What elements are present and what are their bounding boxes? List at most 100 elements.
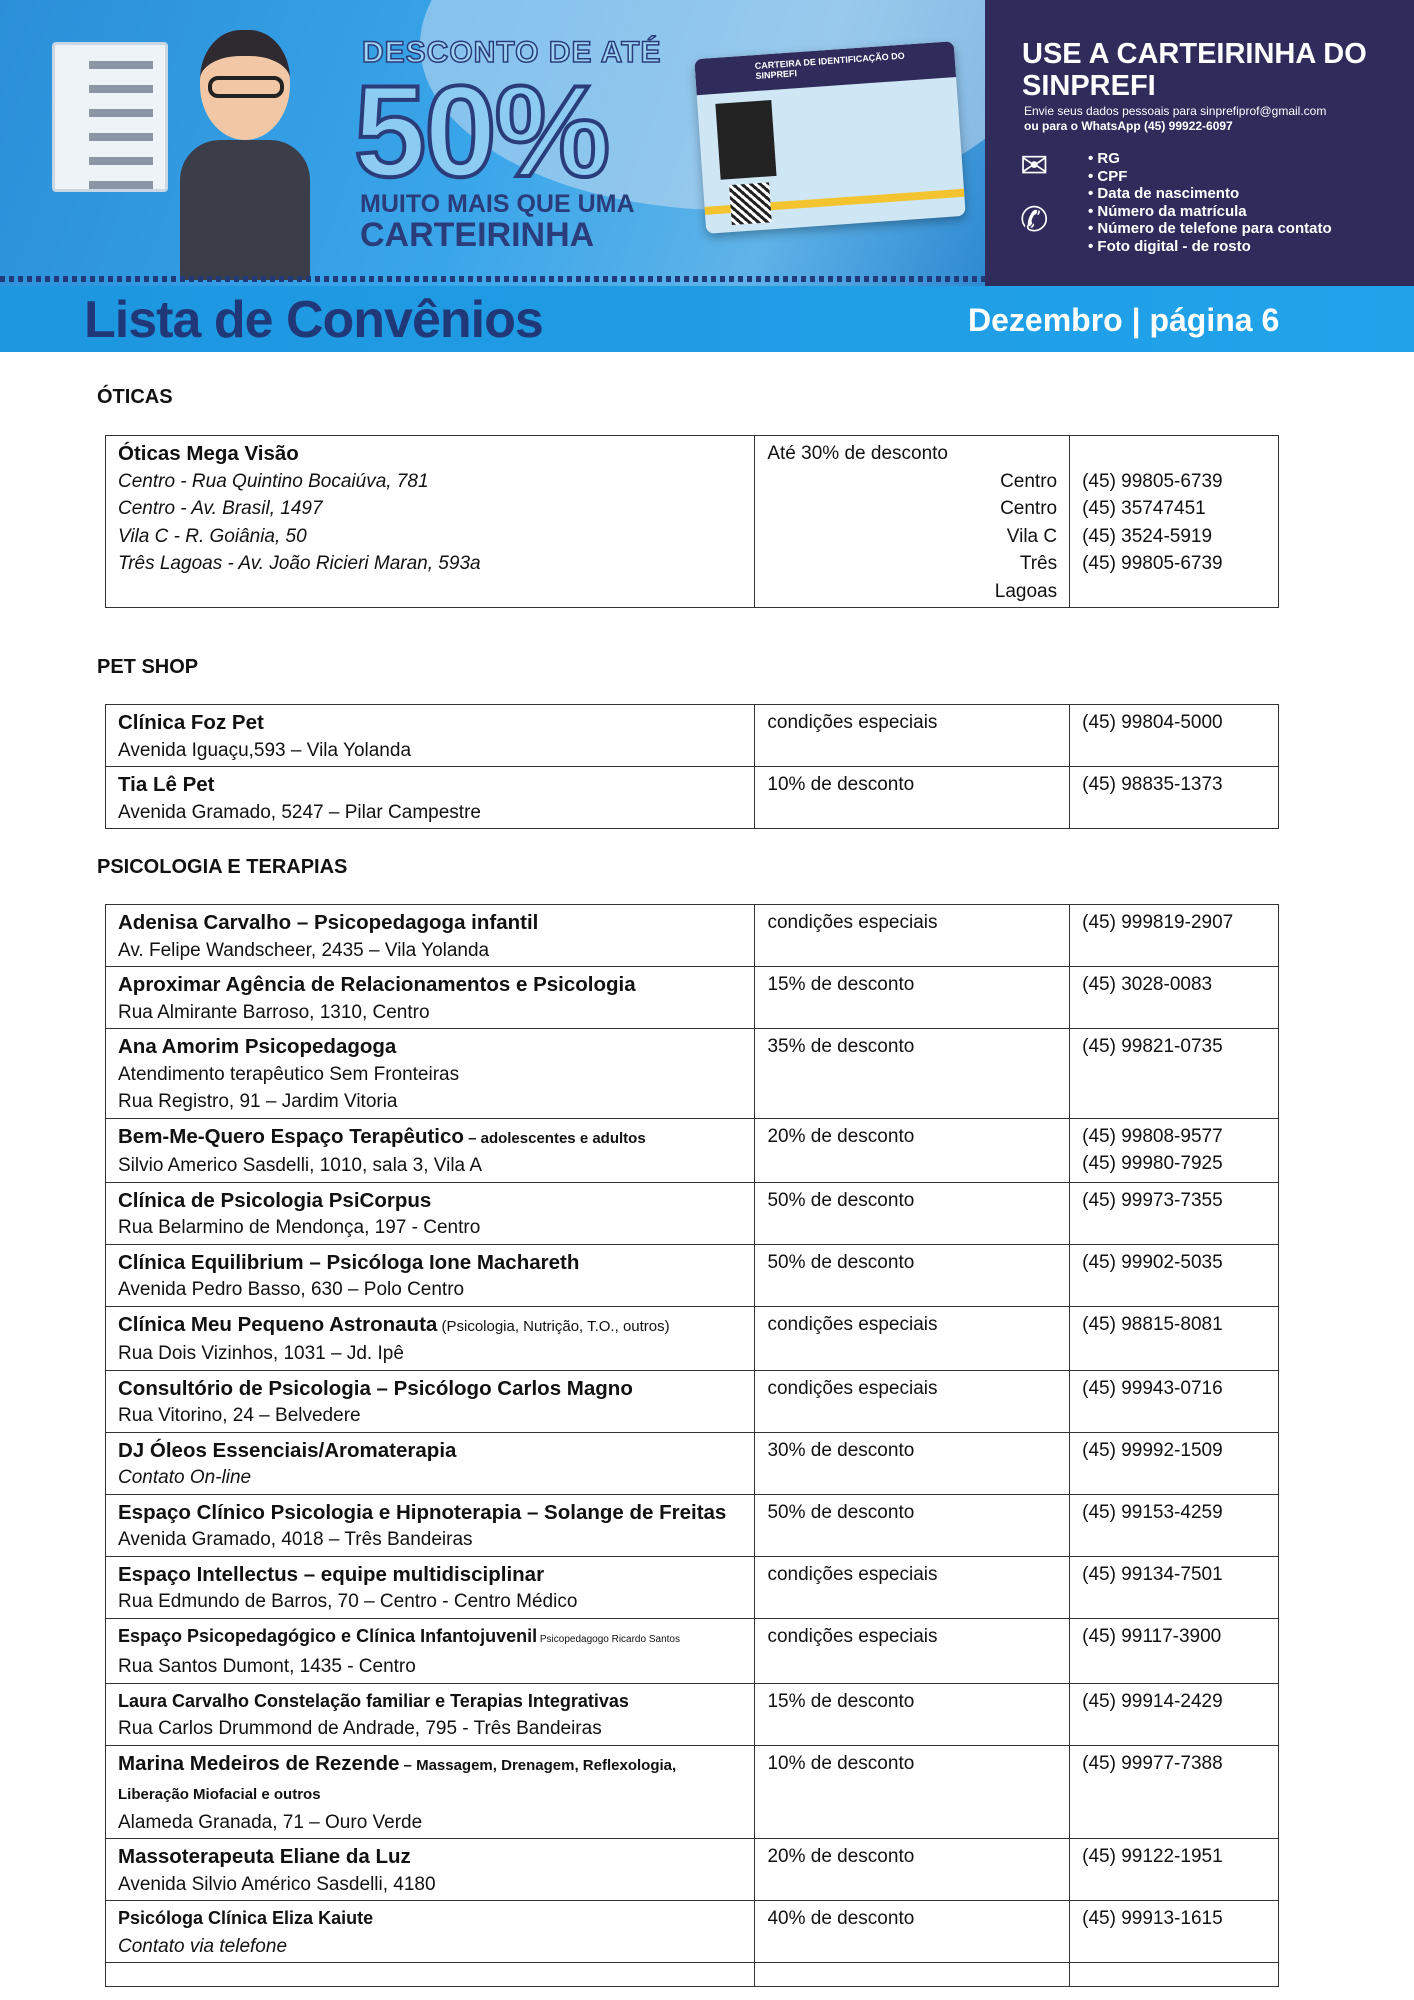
discount: 10% de desconto <box>767 1752 915 1774</box>
discount: condições especiais <box>767 1377 938 1399</box>
discount: 10% de desconto <box>767 774 915 795</box>
discount-headline: DESCONTO DE ATÉ <box>361 35 662 70</box>
discount-value: 50% <box>352 56 612 206</box>
table-row: Espaço Intellectus – equipe multidiscipl… <box>104 1555 1279 1619</box>
address: Rua Registro, 91 – Jardim Vitoria <box>118 1091 398 1112</box>
table-row: Óticas Mega Visão Centro - Rua Quintino … <box>104 435 1279 608</box>
discount: condições especiais <box>767 1563 938 1585</box>
discount: 15% de desconto <box>767 974 915 995</box>
business-name: Psicóloga Clínica Eliza Kaiute <box>118 1908 374 1928</box>
qr-code-icon <box>729 182 772 226</box>
business-name: Adenisa Carvalho – Psicopedagoga infanti… <box>118 911 539 934</box>
location: Centro <box>1000 498 1058 519</box>
business-name: Clínica de Psicologia PsiCorpus <box>118 1188 432 1212</box>
empty-row <box>104 1962 1279 1987</box>
business-name: Espaço Clínico Psicologia e Hipnoterapia… <box>118 1500 727 1524</box>
business-name: Espaço Psicopedagógico e Clínica Infanto… <box>118 1625 680 1646</box>
phone: (45) 99821-0735 <box>1082 1036 1223 1057</box>
address: Centro - Av. Brasil, 1497 <box>118 498 323 519</box>
table-row: Espaço Clínico Psicologia e Hipnoterapia… <box>104 1493 1279 1557</box>
phone: (45) 3524-5919 <box>1082 525 1213 547</box>
business-name: Aproximar Agência de Relacionamentos e P… <box>118 973 636 996</box>
header-banner: DESCONTO DE ATÉ 50% MUITO MAIS QUE UMA C… <box>0 0 1414 352</box>
address: Atendimento terapêutico Sem Fronteiras <box>118 1063 460 1085</box>
discount: 15% de desconto <box>767 1690 915 1712</box>
address: Centro - Rua Quintino Bocaiúva, 781 <box>118 470 429 492</box>
phone: (45) 99902-5035 <box>1082 1251 1223 1273</box>
business-name: Espaço Intellectus – equipe multidiscipl… <box>118 1562 545 1586</box>
location: Três <box>1019 553 1058 574</box>
petshop-table: Clínica Foz Pet Avenida Iguaçu,593 – Vila… <box>104 704 1279 829</box>
location: Lagoas <box>994 580 1058 602</box>
discount: 30% de desconto <box>767 1439 915 1461</box>
table-row: Clínica Foz Pet Avenida Iguaçu,593 – Vila… <box>104 704 1279 767</box>
table-row: DJ Óleos Essenciais/Aromaterapia Contato … <box>104 1431 1279 1495</box>
address: Rua Edmundo de Barros, 70 – Centro - Cen… <box>118 1591 578 1612</box>
address: Rua Santos Dumont, 1435 - Centro <box>118 1656 416 1677</box>
contact-note: Contato On-line <box>118 1467 252 1488</box>
address: Rua Carlos Drummond de Andrade, 795 - Tr… <box>118 1718 602 1739</box>
business-name: Clínica Foz Pet <box>118 711 264 734</box>
phone: (45) 99117-3900 <box>1082 1625 1222 1647</box>
requirements-list: • RG • CPF • Data de nascimento • Número da… <box>1088 150 1332 255</box>
table-row: Bem-Me-Quero Espaço Terapêutico – adoles… <box>104 1117 1279 1183</box>
note: Psicopedagogo Ricardo Santos <box>537 1633 680 1645</box>
business-name: Bem-Me-Quero Espaço Terapêutico – adoles… <box>118 1124 646 1148</box>
address: Silvio Americo Sasdelli, 1010, sala 3, V… <box>118 1155 483 1176</box>
section-heading-oticas: ÓTICAS <box>97 386 173 408</box>
phone: (45) 999819-2907 <box>1082 912 1234 933</box>
requirement-item: • CPF <box>1088 167 1128 185</box>
table-row: Marina Medeiros de Rezende – Massagem, D… <box>104 1744 1279 1839</box>
address: Avenida Gramado, 5247 – Pilar Campestre <box>118 801 481 823</box>
location: Centro <box>1000 470 1058 492</box>
contact-info: Envie seus dados pessoais para sinprefip… <box>1024 104 1327 133</box>
requirement-item: • RG <box>1088 150 1120 167</box>
discount: 35% de desconto <box>767 1036 915 1057</box>
psicologia-table: Adenisa Carvalho – Psicopedagoga infanti… <box>104 904 1279 1987</box>
table-row: Clínica de Psicologia PsiCorpus Rua Belar… <box>104 1181 1279 1245</box>
table-row: Psicóloga Clínica Eliza Kaiute Contato vi… <box>104 1900 1279 1963</box>
phone: (45) 99914-2429 <box>1082 1690 1223 1712</box>
phone: (45) 99977-7388 <box>1082 1752 1223 1774</box>
business-name: Laura Carvalho Constelação familiar e Te… <box>118 1690 629 1711</box>
discount: condições especiais <box>767 912 938 933</box>
business-name: Marina Medeiros de Rezende – Massagem, D… <box>118 1751 677 1804</box>
address: Av. Felipe Wandscheer, 2435 – Vila Yolan… <box>118 939 490 961</box>
requirement-item: • Número de telefone para contato <box>1088 220 1332 237</box>
tagline-carteirinha: CARTEIRINHA <box>360 216 595 254</box>
table-row: Massoterapeuta Eliane da Luz Avenida Silv… <box>104 1838 1279 1901</box>
banner-right-panel <box>985 0 1414 288</box>
phone: (45) 99980-7925 <box>1082 1153 1223 1174</box>
discount: 50% de desconto <box>767 1501 915 1523</box>
phone: (45) 99134-7501 <box>1082 1563 1223 1585</box>
requirement-item: • Foto digital - de rosto <box>1088 237 1251 255</box>
phone: (45) 99122-1951 <box>1082 1846 1223 1867</box>
phone: (45) 99973-7355 <box>1082 1189 1223 1211</box>
discount: condições especiais <box>767 1625 938 1647</box>
carteirinha-title: USE A CARTEIRINHA DO SINPREFI <box>1022 38 1367 102</box>
business-name: Clínica Equilibrium – Psicóloga Ione Mac… <box>118 1250 580 1274</box>
business-name: Tia Lê Pet <box>118 773 215 796</box>
table-row: Espaço Psicopedagógico e Clínica Infanto… <box>104 1617 1279 1684</box>
discount: 20% de desconto <box>767 1125 915 1147</box>
page-title: Lista de Convênios <box>84 291 544 349</box>
business-name: Óticas Mega Visão <box>118 442 299 465</box>
address: Vila C - R. Goiânia, 50 <box>118 525 307 547</box>
tagline: MUITO MAIS QUE UMA <box>360 190 635 218</box>
page-label: Dezembro | página 6 <box>968 302 1280 338</box>
phone: (45) 99804-5000 <box>1082 712 1223 733</box>
section-heading-psicologia: PSICOLOGIA E TERAPIAS <box>97 856 348 878</box>
phone: (45) 99992-1509 <box>1082 1439 1223 1461</box>
character-illustration <box>180 20 310 280</box>
table-row: Laura Carvalho Constelação familiar e Te… <box>104 1682 1279 1746</box>
address: Avenida Silvio Américo Sasdelli, 4180 <box>118 1873 436 1895</box>
phone: (45) 98815-8081 <box>1082 1313 1223 1335</box>
requirement-item: • Número da matrícula <box>1088 202 1247 220</box>
card-photo <box>715 100 777 180</box>
table-row: Aproximar Agência de Relacionamentos e P… <box>104 966 1279 1029</box>
business-name: Consultório de Psicologia – Psicólogo Ca… <box>118 1376 633 1400</box>
business-name: Ana Amorim Psicopedagoga <box>118 1035 397 1058</box>
discount: Até 30% de desconto <box>767 443 948 464</box>
table-row: Tia Lê Pet Avenida Gramado, 5247 – Pilar … <box>104 766 1279 829</box>
discount: condições especiais <box>767 1313 938 1335</box>
